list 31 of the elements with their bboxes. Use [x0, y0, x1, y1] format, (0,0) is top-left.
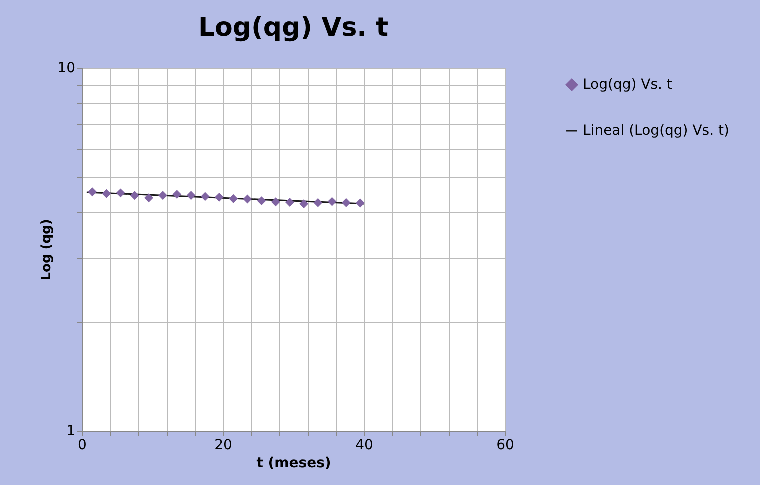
x-axis-title: t (meses)	[256, 456, 332, 472]
point	[229, 194, 238, 204]
point	[116, 188, 126, 198]
point	[356, 198, 365, 208]
point	[271, 198, 280, 207]
legend-label: Log(qg) Vs. t	[583, 77, 673, 93]
point	[215, 192, 224, 202]
point	[102, 189, 112, 198]
x-tick-label: 20	[214, 438, 232, 454]
point	[286, 198, 294, 207]
point	[243, 194, 252, 204]
y-tick-label: 10	[58, 60, 76, 76]
x-tick-label: 60	[496, 438, 514, 454]
point	[158, 191, 168, 200]
point	[328, 197, 337, 206]
point	[130, 191, 140, 200]
point	[88, 188, 98, 197]
legend-label: Lineal (Log(qg) Vs. t)	[583, 123, 730, 139]
y-axis-title: Log (qg)	[40, 219, 55, 281]
x-tick-label: 40	[356, 438, 374, 454]
point	[342, 198, 351, 208]
point	[314, 198, 323, 208]
chart-title: Log(qg) Vs. t	[198, 13, 389, 43]
point	[186, 191, 196, 200]
x-tick-label: 0	[78, 438, 87, 454]
point	[257, 196, 266, 206]
point	[172, 190, 182, 200]
point	[200, 192, 210, 202]
point	[300, 200, 309, 208]
point	[144, 194, 154, 203]
y-tick-label: 1	[66, 424, 76, 440]
